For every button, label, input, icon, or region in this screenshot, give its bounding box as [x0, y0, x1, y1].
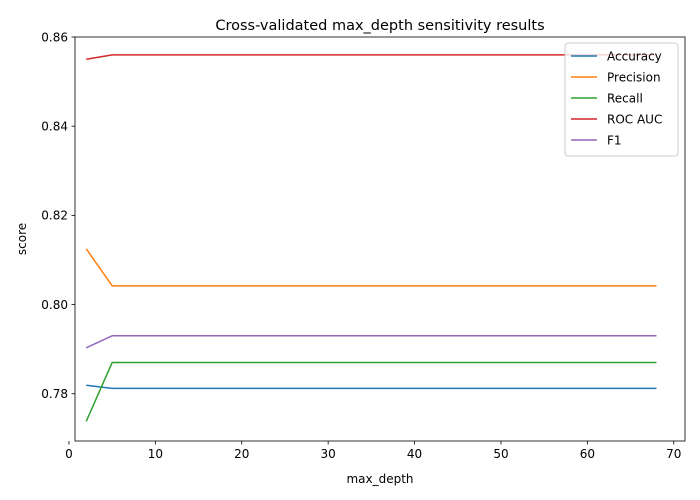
- legend-label-f1: F1: [607, 133, 622, 147]
- x-tick-label: 40: [407, 447, 422, 461]
- series-line-recall: [85, 361, 657, 422]
- y-tick-label: 0.80: [41, 298, 68, 312]
- x-tick-label: 0: [65, 447, 73, 461]
- x-tick-label: 60: [580, 447, 595, 461]
- x-tick-label: 70: [666, 447, 681, 461]
- x-tick-label: 30: [321, 447, 336, 461]
- y-tick-label: 0.84: [41, 119, 68, 133]
- legend-label-recall: Recall: [607, 91, 643, 105]
- legend-label-accuracy: Accuracy: [607, 49, 662, 63]
- x-tick-label: 50: [493, 447, 508, 461]
- x-tick-label: 10: [148, 447, 163, 461]
- y-tick-label: 0.78: [41, 387, 68, 401]
- series-line-accuracy: [86, 384, 657, 390]
- series-line-roc-auc: [86, 54, 657, 61]
- x-axis: 0 10 20 30 40 50 60 70: [65, 441, 681, 461]
- y-axis: 0.78 0.80 0.82 0.84 0.86: [41, 30, 75, 401]
- plot-area: [85, 54, 657, 422]
- legend-box: [564, 42, 679, 157]
- x-axis-title: max_depth: [346, 472, 413, 486]
- legend-label-roc-auc: ROC AUC: [607, 112, 662, 126]
- legend: Accuracy Precision Recall ROC AUC F1: [564, 42, 679, 157]
- y-axis-title: score: [15, 223, 29, 255]
- series-line-f1: [85, 335, 657, 349]
- legend-label-precision: Precision: [607, 70, 661, 84]
- y-tick-label: 0.86: [41, 30, 68, 44]
- y-tick-label: 0.82: [41, 209, 68, 223]
- x-tick-label: 20: [234, 447, 249, 461]
- series-line-precision: [85, 248, 657, 287]
- axes-frame: [74, 36, 686, 442]
- chart-title: Cross-validated max_depth sensitivity re…: [215, 18, 544, 34]
